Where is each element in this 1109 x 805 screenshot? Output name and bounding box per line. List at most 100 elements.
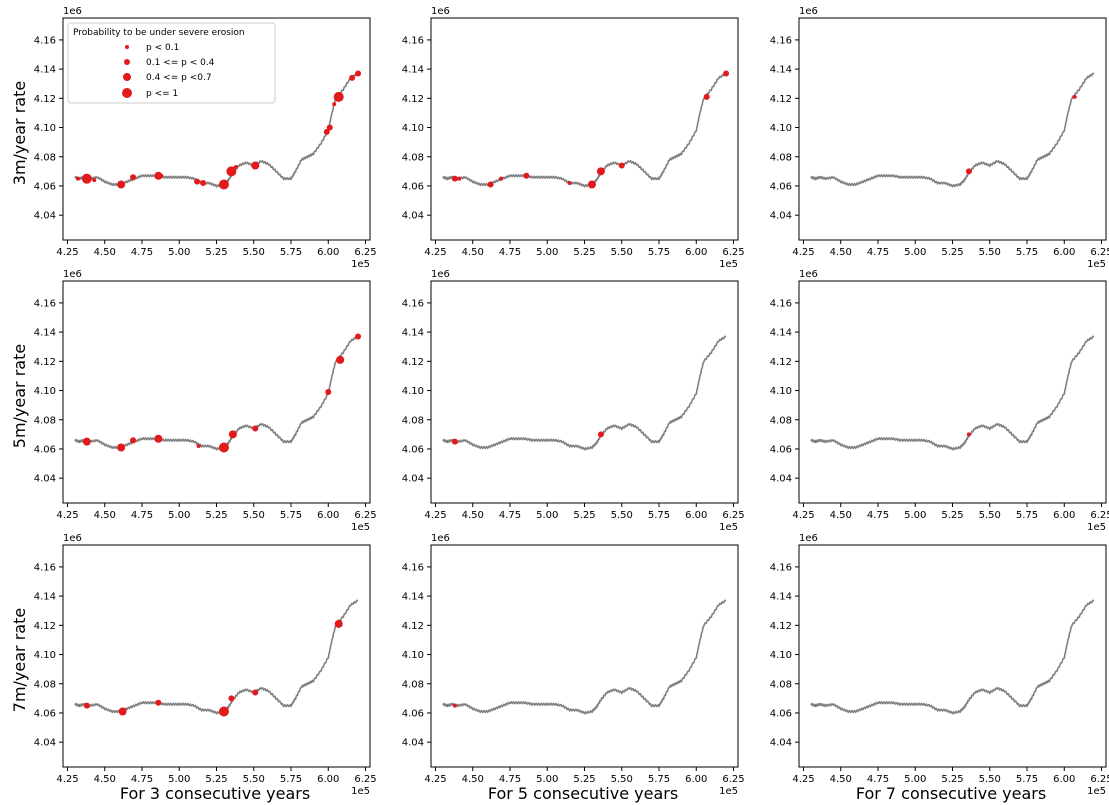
x-tick-label: 5.00 — [536, 247, 558, 258]
x-tick-label: 6.25 — [722, 774, 744, 785]
plot-frame — [430, 280, 739, 504]
y-tick-label: 4.06 — [402, 708, 424, 719]
x-tick-label: 4.75 — [499, 247, 521, 258]
erosion-point — [159, 173, 164, 178]
erosion-point — [333, 91, 344, 102]
x-offset-label: 1e5 — [351, 259, 370, 270]
panels-layer: 4.25 4.50 4.75 5.00 5.25 5.50 5.75 6.00 6.251e54… — [34, 6, 1109, 797]
y-tick-label: 4.10 — [34, 386, 56, 397]
x-tick-label: 5.25 — [941, 510, 963, 521]
y-offset-label: 1e6 — [431, 533, 450, 544]
erosion-point — [355, 333, 362, 340]
y-tick-label: 4.04 — [770, 474, 792, 485]
x-tick-label: 4.75 — [499, 774, 521, 785]
x-tick-label: 4.25 — [424, 774, 446, 785]
y-tick-label: 4.14 — [34, 328, 56, 339]
legend-label-1: p < 0.1 — [146, 43, 179, 53]
x-tick-label: 6.25 — [722, 510, 744, 521]
x-tick-label: 4.50 — [462, 774, 484, 785]
shoreline-line — [810, 335, 1095, 451]
y-tick-label: 4.14 — [402, 328, 424, 339]
x-tick-label: 5.75 — [648, 247, 670, 258]
x-tick-label: 4.50 — [94, 510, 116, 521]
x-offset-label: 1e5 — [719, 786, 738, 797]
y-tick-label: 4.10 — [770, 386, 792, 397]
y-tick-label: 4.12 — [770, 94, 792, 105]
erosion-point — [218, 706, 229, 717]
erosion-point — [523, 172, 530, 179]
x-tick-label: 4.25 — [792, 510, 814, 521]
y-tick-label: 4.10 — [34, 650, 56, 661]
legend-label-2: 0.1 <= p < 0.4 — [146, 58, 215, 68]
x-tick-label: 6.00 — [317, 510, 339, 521]
x-tick-label: 4.75 — [499, 510, 521, 521]
x-tick-label: 4.50 — [94, 247, 116, 258]
y-tick-label: 4.12 — [770, 357, 792, 368]
y-tick-label: 4.06 — [34, 708, 56, 719]
erosion-point — [326, 124, 333, 131]
y-tick-label: 4.14 — [770, 592, 792, 603]
y-tick-label: 4.08 — [770, 152, 792, 163]
y-tick-label: 4.12 — [402, 94, 424, 105]
x-tick-label: 4.50 — [830, 510, 852, 521]
x-tick-label: 6.00 — [685, 247, 707, 258]
erosion-point — [75, 176, 80, 181]
x-tick-label: 6.00 — [685, 510, 707, 521]
erosion-point — [92, 178, 97, 183]
x-tick-label: 5.75 — [1016, 774, 1038, 785]
erosion-point — [336, 355, 345, 364]
erosion-point — [117, 443, 126, 452]
x-tick-label: 6.25 — [1090, 510, 1109, 521]
x-offset-label: 1e5 — [719, 259, 738, 270]
erosion-point — [966, 432, 971, 437]
y-tick-label: 4.06 — [402, 444, 424, 455]
erosion-point — [349, 74, 356, 81]
y-tick-label: 4.16 — [34, 562, 56, 573]
y-offset-label: 1e6 — [799, 533, 818, 544]
erosion-point — [233, 164, 238, 169]
y-tick-label: 4.08 — [402, 415, 424, 426]
x-tick-label: 6.00 — [1053, 774, 1075, 785]
y-tick-label: 4.06 — [402, 181, 424, 192]
x-tick-label: 5.00 — [168, 774, 190, 785]
y-tick-label: 4.16 — [34, 298, 56, 309]
x-tick-label: 5.50 — [979, 774, 1001, 785]
y-offset-label: 1e6 — [63, 533, 82, 544]
y-offset-label: 1e6 — [799, 269, 818, 280]
x-tick-label: 5.00 — [168, 510, 190, 521]
erosion-point — [451, 175, 458, 182]
erosion-point — [596, 167, 605, 176]
y-offset-label: 1e6 — [431, 269, 450, 280]
row-label-5m: 5m/year rate — [10, 344, 29, 448]
x-tick-label: 5.00 — [168, 247, 190, 258]
y-tick-label: 4.12 — [34, 621, 56, 632]
x-tick-label: 4.50 — [94, 774, 116, 785]
erosion-point — [323, 128, 330, 135]
erosion-point — [117, 180, 126, 189]
y-tick-label: 4.08 — [402, 679, 424, 690]
erosion-point — [82, 437, 91, 446]
x-tick-label: 4.75 — [131, 247, 153, 258]
x-tick-label: 5.75 — [648, 774, 670, 785]
x-tick-label: 4.25 — [792, 247, 814, 258]
erosion-point — [597, 431, 604, 438]
erosion-point — [587, 180, 596, 189]
x-tick-label: 6.00 — [317, 774, 339, 785]
y-tick-label: 4.08 — [770, 415, 792, 426]
x-offset-label: 1e5 — [1087, 786, 1106, 797]
x-tick-label: 5.00 — [904, 247, 926, 258]
erosion-point — [194, 178, 201, 185]
x-tick-label: 5.50 — [611, 510, 633, 521]
erosion-point — [118, 707, 127, 716]
y-tick-label: 4.16 — [402, 562, 424, 573]
erosion-point — [154, 171, 163, 180]
y-tick-label: 4.16 — [770, 35, 792, 46]
plot-frame — [430, 544, 739, 768]
x-tick-label: 4.25 — [792, 774, 814, 785]
y-tick-label: 4.16 — [770, 298, 792, 309]
y-tick-label: 4.10 — [402, 650, 424, 661]
y-tick-label: 4.06 — [34, 444, 56, 455]
plot-frame — [430, 17, 739, 241]
